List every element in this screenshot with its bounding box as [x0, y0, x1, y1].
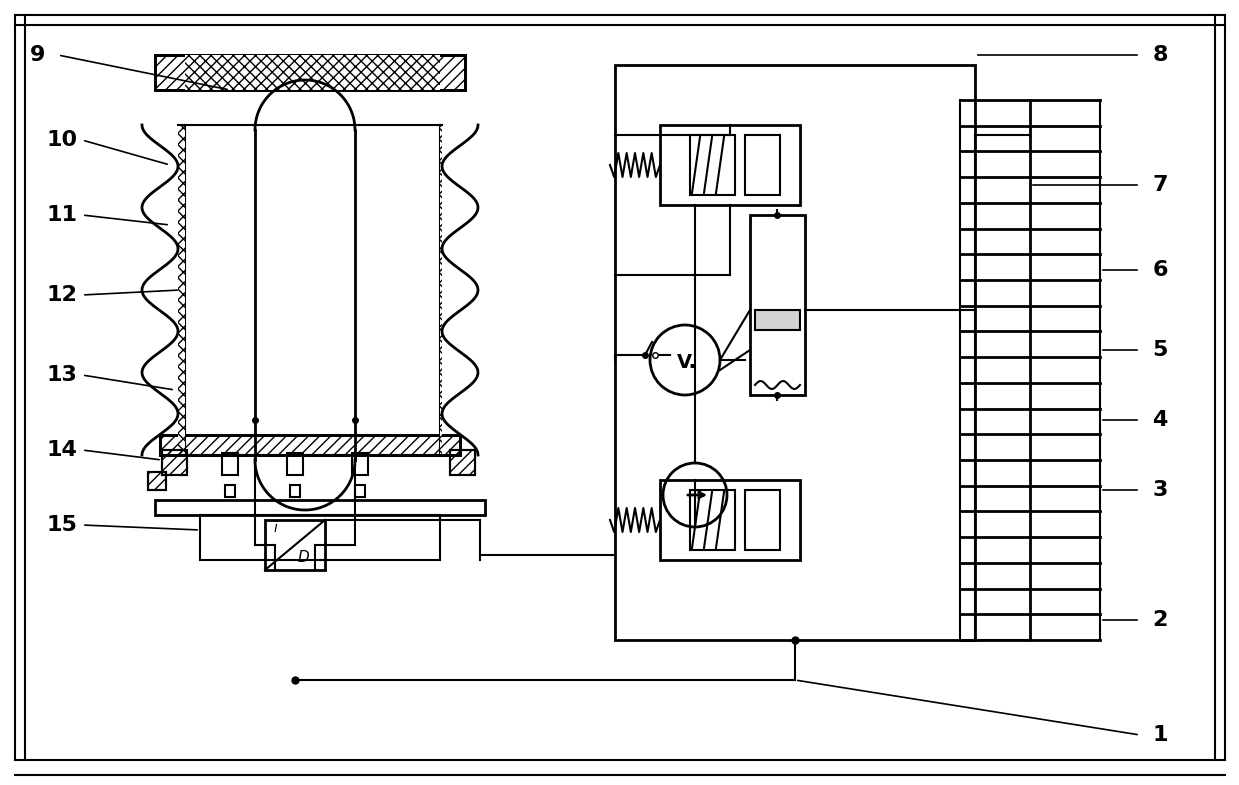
Bar	[162, 450, 187, 475]
Text: $i$: $i$	[273, 520, 279, 535]
Bar	[178, 125, 185, 455]
Text: 2: 2	[1152, 610, 1167, 630]
Text: 1: 1	[1152, 725, 1167, 745]
Bar	[155, 500, 484, 515]
Bar	[615, 65, 975, 640]
Bar	[162, 450, 187, 475]
Bar	[155, 55, 465, 90]
Text: $D$: $D$	[297, 549, 310, 565]
Bar	[155, 55, 465, 90]
Bar	[290, 485, 300, 497]
Bar	[660, 480, 800, 560]
Bar	[147, 472, 166, 490]
Text: 7: 7	[1152, 175, 1167, 195]
Circle shape	[663, 463, 727, 527]
Text: 13: 13	[47, 365, 77, 385]
Text: 11: 11	[47, 205, 78, 225]
Bar	[287, 453, 304, 475]
Text: 9: 9	[30, 45, 46, 65]
Text: 4: 4	[1152, 410, 1167, 430]
Bar	[185, 55, 440, 90]
Bar	[450, 450, 475, 475]
Text: 8: 8	[1152, 45, 1167, 65]
Bar	[356, 485, 366, 497]
Bar	[750, 215, 805, 395]
Circle shape	[650, 325, 720, 395]
Bar	[185, 125, 440, 455]
Bar	[690, 135, 735, 195]
Text: 3: 3	[1152, 480, 1167, 500]
Text: V.: V.	[676, 353, 698, 372]
Text: 14: 14	[47, 440, 77, 460]
Bar	[265, 520, 325, 570]
Bar	[160, 435, 460, 455]
Text: 10: 10	[46, 130, 78, 150]
Bar	[160, 435, 460, 455]
Text: 6: 6	[1152, 260, 1167, 280]
Bar	[225, 485, 235, 497]
Bar	[745, 135, 781, 195]
Bar	[745, 490, 781, 550]
Text: 5: 5	[1152, 340, 1167, 360]
Bar	[222, 453, 238, 475]
Bar	[199, 515, 440, 560]
Bar	[660, 125, 800, 205]
Bar	[352, 453, 368, 475]
Bar	[755, 310, 800, 330]
Bar	[690, 490, 735, 550]
Bar	[450, 450, 475, 475]
Text: 15: 15	[47, 515, 77, 535]
Bar	[440, 125, 442, 455]
Text: 12: 12	[47, 285, 77, 305]
Bar	[147, 472, 166, 490]
